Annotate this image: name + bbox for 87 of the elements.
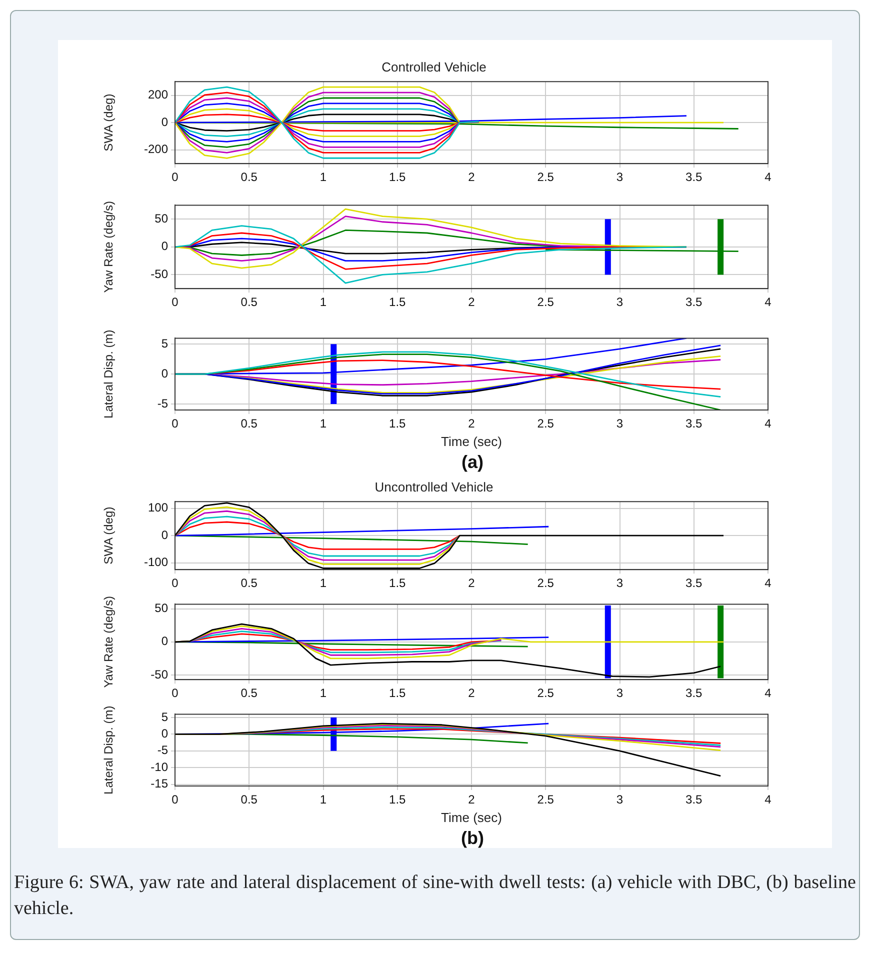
y-axis-title: Lateral Disp. (m)	[102, 330, 116, 418]
x-tick-label: 0.5	[240, 295, 258, 310]
x-tick-label: 2	[468, 792, 476, 807]
y-tick-label: -50	[150, 667, 168, 682]
x-tick-label: 3	[616, 686, 624, 700]
x-tick-label: 0.5	[240, 686, 258, 700]
x-tick-label: 0.5	[240, 576, 258, 590]
chart-title: Uncontrolled Vehicle	[374, 479, 494, 494]
x-tick-label: 3	[616, 792, 624, 807]
x-axis-title: Time (sec)	[441, 810, 502, 825]
x-tick-label: 0.5	[240, 792, 258, 807]
x-tick-label: 3.5	[686, 416, 703, 431]
x-tick-label: 2	[468, 576, 476, 590]
x-tick-label: 2	[468, 295, 476, 310]
x-tick-label: 0	[172, 416, 179, 431]
x-tick-label: 4	[764, 170, 772, 184]
y-tick-label: -5	[157, 743, 168, 758]
x-tick-label: 1	[320, 576, 327, 590]
x-tick-label: 2.5	[537, 416, 554, 431]
x-tick-label: 4	[764, 792, 772, 807]
y-tick-label: 5	[161, 336, 168, 350]
y-tick-label: 0	[161, 726, 168, 741]
y-tick-label: -50	[150, 267, 168, 282]
y-tick-label: 0	[161, 528, 168, 542]
x-tick-label: 1.5	[389, 792, 406, 807]
x-tick-label: 3.5	[686, 295, 703, 310]
y-tick-label: 100	[148, 500, 168, 515]
x-tick-label: 1	[320, 686, 327, 700]
y-axis-title: Yaw Rate (deg/s)	[102, 596, 116, 688]
x-tick-label: 3.5	[686, 170, 703, 184]
y-tick-label: 200	[148, 88, 168, 102]
text: (a)	[460, 452, 484, 473]
x-tick-label: 3.5	[686, 576, 703, 590]
caption: Figure 6: SWA, yaw rate and lateral displacement of sine-with dwell tests: (a) vehicle with DBC, (b) baseline vehicle.	[14, 871, 856, 921]
y-tick-label: -100	[144, 555, 168, 570]
x-tick-label: 0	[172, 792, 179, 807]
x-tick-label: 1	[320, 170, 327, 184]
x-axis-title: Time (sec)	[441, 434, 502, 449]
x-tick-label: 2.5	[537, 170, 554, 184]
x-tick-label: 0	[172, 576, 179, 590]
y-tick-label: -200	[144, 142, 168, 156]
y-tick-label: 50	[154, 601, 168, 616]
x-tick-label: 1.5	[389, 295, 406, 310]
x-tick-label: 1	[320, 792, 327, 807]
x-tick-label: 1	[320, 416, 327, 431]
text: (b)	[460, 828, 485, 849]
y-tick-label: 0	[161, 366, 168, 380]
x-tick-label: 3	[616, 416, 624, 431]
y-tick-label: 5	[161, 710, 168, 724]
x-tick-label: 2	[468, 686, 476, 700]
y-axis-title: Lateral Disp. (m)	[102, 706, 116, 794]
x-tick-label: 3	[616, 576, 624, 590]
x-tick-label: 1.5	[389, 576, 406, 590]
x-tick-label: 2	[468, 416, 476, 431]
x-tick-label: 2	[468, 170, 476, 184]
x-tick-label: 3.5	[686, 792, 703, 807]
x-tick-label: 3	[616, 170, 624, 184]
y-axis-title: Yaw Rate (deg/s)	[102, 200, 116, 293]
y-tick-label: 0	[161, 634, 168, 648]
x-tick-label: 4	[764, 416, 772, 431]
y-tick-label: 0	[161, 114, 168, 129]
y-axis-title: SWA (deg)	[102, 506, 116, 564]
chart-title: Controlled Vehicle	[382, 59, 486, 74]
x-tick-label: 1	[320, 295, 327, 310]
x-tick-label: 3.5	[686, 686, 703, 700]
x-tick-label: 4	[764, 576, 772, 590]
y-tick-label: 50	[154, 211, 168, 226]
x-tick-label: 4	[764, 686, 772, 700]
x-tick-label: 1.5	[389, 170, 406, 184]
x-tick-label: 0	[172, 170, 179, 184]
x-tick-label: 0.5	[240, 416, 258, 431]
x-tick-label: 2.5	[537, 686, 554, 700]
x-tick-label: 0	[172, 686, 179, 700]
x-tick-label: 3	[616, 295, 624, 310]
y-tick-label: -15	[150, 776, 168, 791]
x-tick-label: 1.5	[389, 416, 406, 431]
x-tick-label: 2.5	[537, 792, 554, 807]
x-tick-label: 2.5	[537, 576, 554, 590]
x-tick-label: 4	[764, 295, 772, 310]
x-tick-label: 2.5	[537, 295, 554, 310]
y-axis-title: SWA (deg)	[102, 94, 116, 152]
y-tick-label: 0	[161, 239, 168, 254]
x-tick-label: 1.5	[389, 686, 406, 700]
y-tick-label: -10	[150, 760, 168, 774]
x-tick-label: 0.5	[240, 170, 258, 184]
x-tick-label: 0	[172, 295, 179, 310]
y-tick-label: -5	[157, 396, 168, 410]
